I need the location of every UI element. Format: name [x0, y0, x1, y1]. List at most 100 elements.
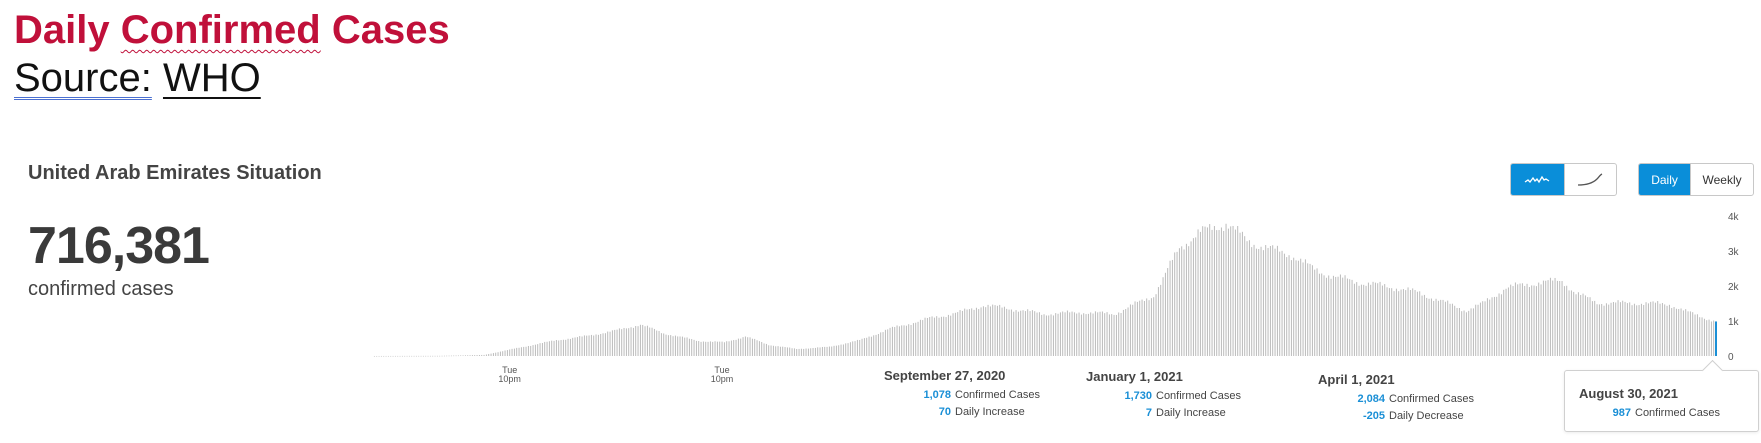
bar[interactable]	[1412, 288, 1414, 356]
bar[interactable]	[1342, 277, 1344, 356]
bar[interactable]	[1204, 226, 1206, 356]
bar[interactable]	[1367, 282, 1369, 356]
bar[interactable]	[859, 339, 861, 356]
bar[interactable]	[861, 338, 863, 356]
bar[interactable]	[1269, 246, 1271, 356]
bar[interactable]	[1619, 302, 1621, 356]
bar[interactable]	[1668, 304, 1670, 356]
bar[interactable]	[1183, 249, 1185, 356]
bar[interactable]	[602, 333, 604, 356]
bar[interactable]	[383, 355, 385, 357]
bar[interactable]	[614, 329, 616, 356]
bar[interactable]	[1290, 260, 1292, 356]
bar[interactable]	[1633, 303, 1635, 356]
bar[interactable]	[1505, 288, 1507, 356]
bar[interactable]	[1216, 230, 1218, 356]
bar[interactable]	[777, 346, 779, 356]
bar[interactable]	[903, 325, 905, 356]
bar[interactable]	[462, 355, 464, 356]
bar[interactable]	[877, 334, 879, 356]
bar[interactable]	[957, 312, 959, 356]
bar[interactable]	[735, 339, 737, 356]
bar[interactable]	[866, 337, 868, 356]
bar[interactable]	[537, 344, 539, 356]
bar[interactable]	[1470, 308, 1472, 356]
bar[interactable]	[1218, 230, 1220, 356]
bar[interactable]	[476, 355, 478, 356]
bar[interactable]	[922, 320, 924, 356]
bar[interactable]	[1570, 290, 1572, 356]
bar[interactable]	[572, 337, 574, 356]
bar[interactable]	[590, 334, 592, 356]
bar[interactable]	[810, 348, 812, 356]
bar[interactable]	[595, 334, 597, 356]
bar[interactable]	[1605, 303, 1607, 356]
bar[interactable]	[1297, 260, 1299, 356]
bar[interactable]	[800, 348, 802, 356]
bar[interactable]	[1335, 276, 1337, 356]
bar[interactable]	[1099, 311, 1101, 356]
bar[interactable]	[562, 339, 564, 356]
bar[interactable]	[1267, 247, 1269, 356]
bar[interactable]	[898, 326, 900, 356]
bar[interactable]	[691, 339, 693, 356]
bar[interactable]	[471, 355, 473, 356]
bar[interactable]	[1699, 317, 1701, 356]
bar[interactable]	[1150, 298, 1152, 356]
bar[interactable]	[607, 331, 609, 356]
bar[interactable]	[649, 327, 651, 356]
bar[interactable]	[1120, 313, 1122, 356]
bar[interactable]	[1155, 294, 1157, 356]
bar[interactable]	[1122, 309, 1124, 356]
bar[interactable]	[441, 355, 443, 357]
bar[interactable]	[1647, 303, 1649, 356]
bar[interactable]	[1526, 283, 1528, 356]
bar[interactable]	[1139, 300, 1141, 356]
bar[interactable]	[1528, 287, 1530, 356]
bar[interactable]	[1153, 297, 1155, 356]
bar[interactable]	[917, 321, 919, 356]
bar[interactable]	[742, 337, 744, 356]
bar[interactable]	[924, 317, 926, 356]
source-link[interactable]: WHO	[162, 56, 261, 100]
bar[interactable]	[1708, 319, 1710, 356]
bar[interactable]	[821, 346, 823, 356]
bar[interactable]	[698, 341, 700, 356]
bar[interactable]	[1596, 304, 1598, 356]
bar[interactable]	[807, 348, 809, 356]
bar[interactable]	[1638, 305, 1640, 356]
bar[interactable]	[1477, 304, 1479, 356]
bar[interactable]	[1041, 314, 1043, 356]
bar[interactable]	[1372, 281, 1374, 356]
bar[interactable]	[1447, 300, 1449, 356]
bar[interactable]	[539, 343, 541, 356]
bar[interactable]	[527, 345, 529, 356]
bar[interactable]	[999, 304, 1001, 356]
bar[interactable]	[1258, 249, 1260, 356]
bar[interactable]	[1087, 313, 1089, 356]
bar[interactable]	[1428, 298, 1430, 356]
bar[interactable]	[1591, 301, 1593, 356]
bar[interactable]	[453, 355, 455, 357]
bar[interactable]	[569, 338, 571, 356]
bar[interactable]	[1185, 243, 1187, 356]
bar[interactable]	[1015, 310, 1017, 356]
bar[interactable]	[915, 322, 917, 356]
bar[interactable]	[1629, 302, 1631, 356]
bar[interactable]	[1311, 265, 1313, 356]
bar[interactable]	[1640, 303, 1642, 356]
bar[interactable]	[1563, 286, 1565, 356]
bar[interactable]	[1549, 277, 1551, 356]
bar[interactable]	[586, 335, 588, 356]
bar[interactable]	[551, 340, 553, 356]
bar[interactable]	[630, 327, 632, 356]
bar[interactable]	[611, 330, 613, 356]
bar[interactable]	[670, 335, 672, 356]
bar[interactable]	[1643, 305, 1645, 356]
bar[interactable]	[894, 327, 896, 356]
bar[interactable]	[702, 341, 704, 356]
bar[interactable]	[714, 341, 716, 356]
bar[interactable]	[793, 348, 795, 356]
bar[interactable]	[901, 325, 903, 356]
bar[interactable]	[656, 330, 658, 356]
